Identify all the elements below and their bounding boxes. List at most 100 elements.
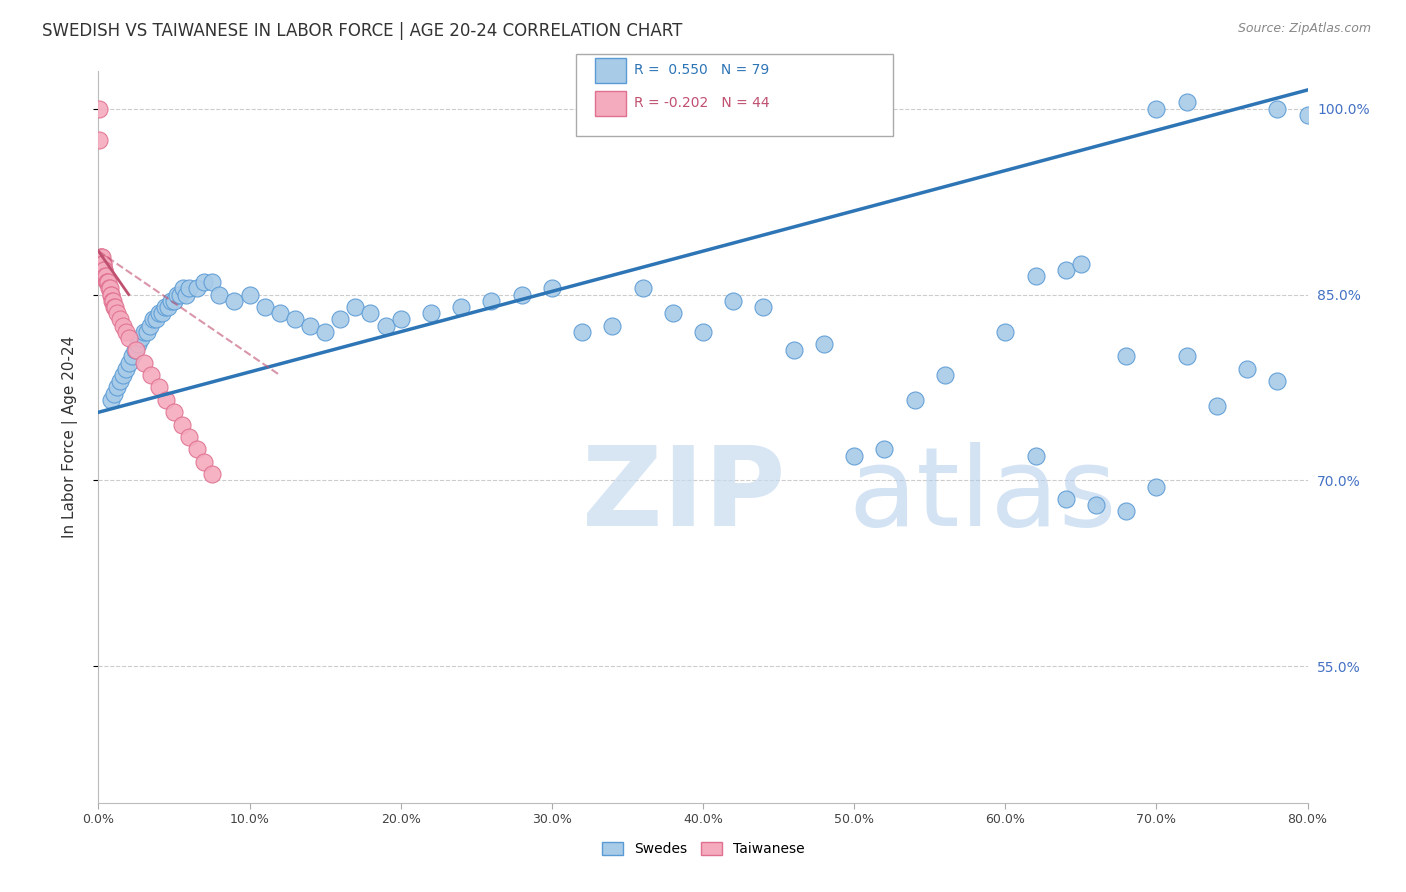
Point bbox=[90, 250, 112, 264]
Point bbox=[97, 275, 120, 289]
Point bbox=[571, 325, 593, 339]
Point bbox=[145, 312, 167, 326]
Point bbox=[160, 293, 183, 308]
Point bbox=[284, 312, 307, 326]
Point bbox=[91, 256, 114, 270]
Point bbox=[153, 300, 176, 314]
Point bbox=[101, 293, 124, 308]
Point bbox=[1054, 491, 1077, 506]
Point bbox=[208, 287, 231, 301]
Point bbox=[132, 356, 155, 370]
Point bbox=[111, 368, 134, 383]
Point bbox=[934, 368, 956, 383]
Point bbox=[813, 337, 835, 351]
Point bbox=[91, 256, 114, 270]
Point bbox=[124, 343, 146, 358]
Point bbox=[1146, 102, 1168, 116]
Point bbox=[299, 318, 322, 333]
Point bbox=[201, 275, 224, 289]
Point bbox=[752, 300, 775, 314]
Point bbox=[114, 362, 136, 376]
Point bbox=[1175, 95, 1198, 110]
Point bbox=[723, 293, 745, 308]
Point bbox=[186, 442, 208, 457]
Point bbox=[692, 325, 714, 339]
Text: R = -0.202   N = 44: R = -0.202 N = 44 bbox=[634, 96, 769, 111]
Point bbox=[170, 417, 193, 432]
Point bbox=[105, 380, 128, 394]
Point bbox=[481, 293, 503, 308]
Text: Source: ZipAtlas.com: Source: ZipAtlas.com bbox=[1237, 22, 1371, 36]
Point bbox=[129, 331, 152, 345]
Text: ZIP: ZIP bbox=[582, 442, 786, 549]
Point bbox=[1236, 362, 1258, 376]
Point bbox=[904, 392, 927, 407]
Point bbox=[179, 430, 201, 444]
Point bbox=[389, 312, 412, 326]
Point bbox=[89, 268, 111, 283]
Point bbox=[783, 343, 806, 358]
Point bbox=[135, 325, 157, 339]
Point bbox=[101, 293, 124, 308]
Point bbox=[156, 300, 179, 314]
Point bbox=[108, 374, 131, 388]
Point bbox=[148, 306, 170, 320]
Point bbox=[344, 300, 367, 314]
Point bbox=[100, 287, 122, 301]
Point bbox=[602, 318, 624, 333]
Point bbox=[127, 337, 149, 351]
Point bbox=[108, 312, 131, 326]
Point bbox=[139, 318, 162, 333]
Point bbox=[360, 306, 382, 320]
Point bbox=[193, 275, 215, 289]
Point bbox=[132, 325, 155, 339]
Point bbox=[96, 275, 118, 289]
Point bbox=[103, 300, 125, 314]
Point bbox=[314, 325, 336, 339]
Point bbox=[111, 318, 134, 333]
Point bbox=[169, 287, 191, 301]
Point bbox=[1146, 480, 1168, 494]
Point bbox=[329, 312, 352, 326]
Point bbox=[163, 293, 186, 308]
Point bbox=[540, 281, 562, 295]
Point bbox=[155, 392, 177, 407]
Point bbox=[631, 281, 654, 295]
Point bbox=[269, 306, 291, 320]
Point bbox=[114, 325, 136, 339]
Point bbox=[91, 256, 114, 270]
Point bbox=[193, 455, 215, 469]
Point bbox=[104, 300, 127, 314]
Y-axis label: In Labor Force | Age 20-24: In Labor Force | Age 20-24 bbox=[62, 336, 77, 538]
Point bbox=[96, 275, 118, 289]
Point bbox=[1024, 449, 1046, 463]
Point bbox=[150, 306, 173, 320]
Point bbox=[224, 293, 246, 308]
Point bbox=[174, 287, 197, 301]
Point bbox=[1054, 262, 1077, 277]
Point bbox=[89, 262, 111, 277]
Point bbox=[1115, 504, 1137, 518]
Point bbox=[98, 281, 121, 295]
Point bbox=[125, 343, 148, 358]
Text: atlas: atlas bbox=[848, 442, 1116, 549]
Point bbox=[87, 102, 110, 116]
Point bbox=[179, 281, 201, 295]
Text: SWEDISH VS TAIWANESE IN LABOR FORCE | AGE 20-24 CORRELATION CHART: SWEDISH VS TAIWANESE IN LABOR FORCE | AG… bbox=[42, 22, 682, 40]
Text: R =  0.550   N = 79: R = 0.550 N = 79 bbox=[634, 63, 769, 78]
Point bbox=[118, 331, 141, 345]
Point bbox=[142, 312, 165, 326]
Point bbox=[1296, 108, 1319, 122]
Point bbox=[100, 392, 122, 407]
Legend: Swedes, Taiwanese: Swedes, Taiwanese bbox=[596, 837, 810, 862]
Point bbox=[141, 368, 163, 383]
Point bbox=[90, 250, 112, 264]
Point bbox=[1267, 374, 1289, 388]
Point bbox=[94, 268, 117, 283]
Point bbox=[994, 325, 1017, 339]
Point bbox=[89, 256, 111, 270]
Point bbox=[87, 132, 110, 146]
Point bbox=[186, 281, 208, 295]
Point bbox=[253, 300, 276, 314]
Point bbox=[172, 281, 194, 295]
